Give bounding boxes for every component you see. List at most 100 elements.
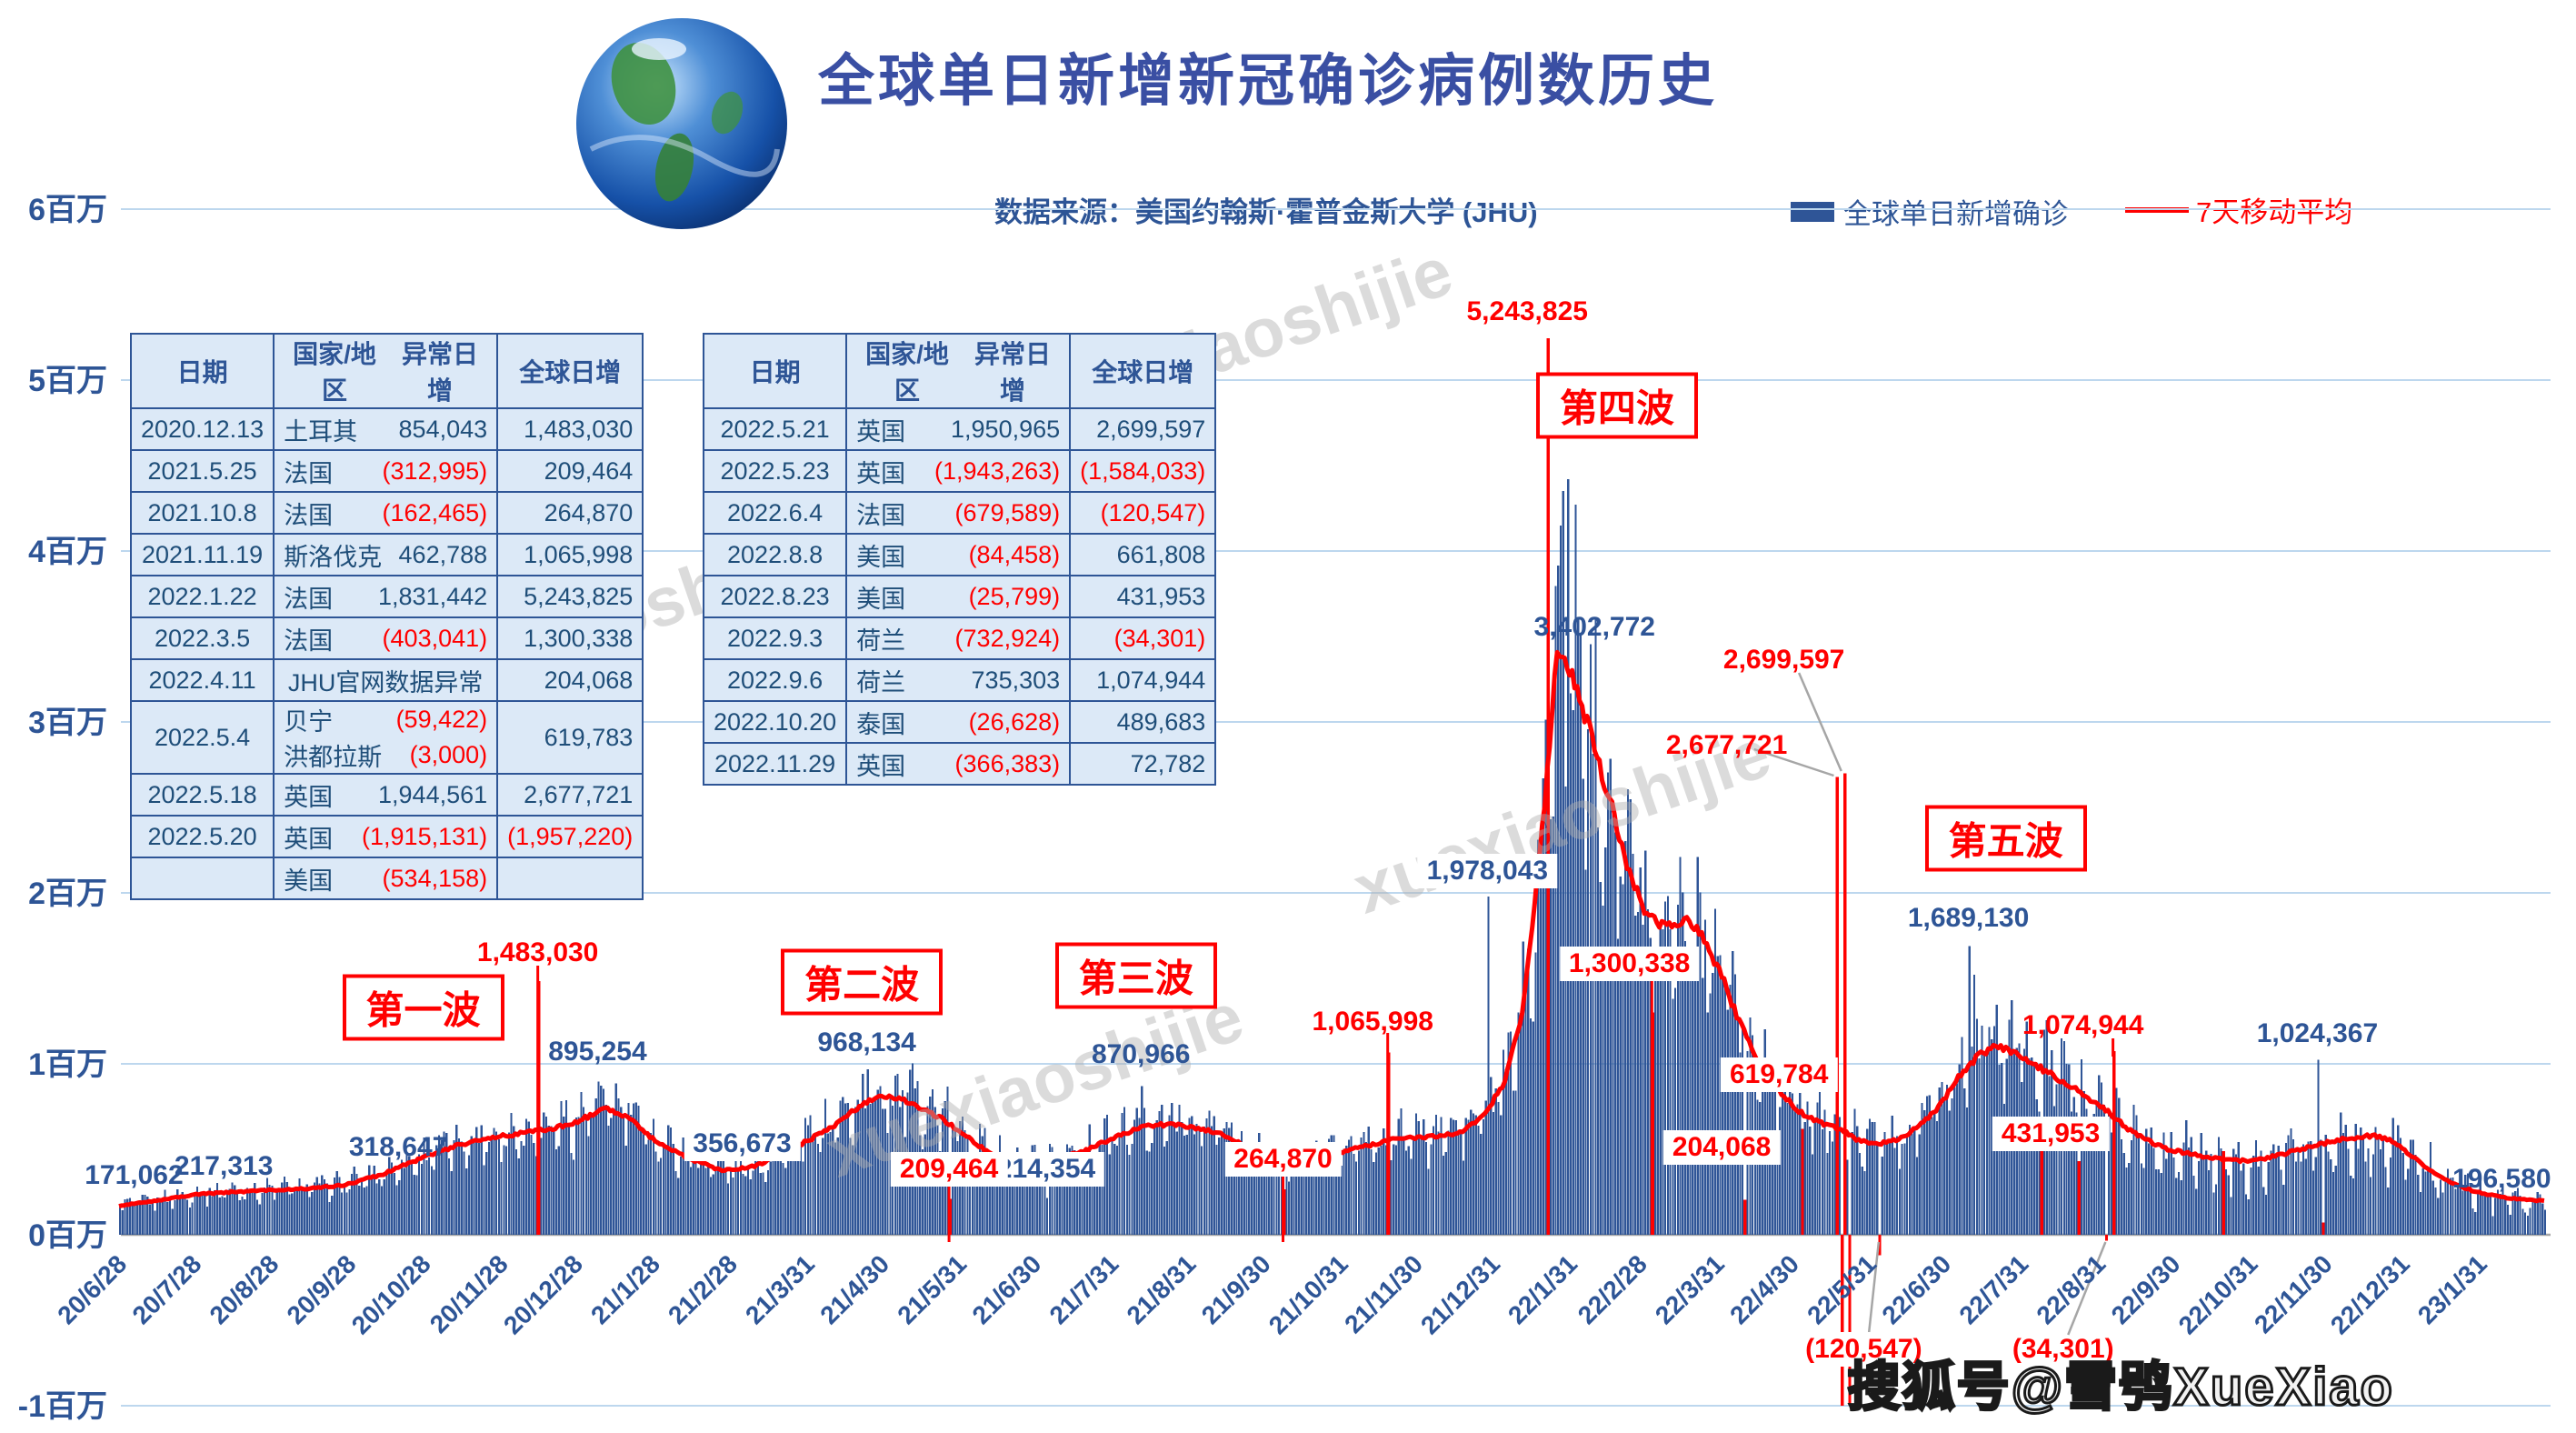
value-annotation: 619,784 [1720, 1057, 1838, 1092]
cell-date: 2022.5.4 [129, 700, 275, 775]
x-axis-label: 22/9/30 [2106, 1249, 2186, 1329]
cell-abnormal: (312,995) [382, 456, 488, 485]
cell-date: 2021.10.8 [129, 491, 275, 535]
cell-region-abnormal: 英国 1,944,561 [273, 773, 499, 817]
col-header-date: 日期 [702, 333, 848, 409]
value-annotation: 1,483,030 [476, 937, 599, 967]
wave-label: 第一波 [342, 974, 504, 1041]
cell-region: 英国 [856, 459, 906, 487]
cell-region-abnormal: 泰国 (26,628) [845, 700, 1072, 744]
legend-bars-label: 全球单日新增确诊 [1843, 198, 2069, 230]
table-row: 2022.9.6 荷兰 735,303 1,074,944 [702, 658, 1217, 702]
value-annotation: 431,953 [1992, 1117, 2110, 1151]
x-axis-label: 23/1/31 [2412, 1249, 2492, 1329]
cell-abnormal: 1,950,965 [951, 415, 1061, 443]
table-row: 2022.8.23 美国 (25,799) 431,953 [702, 575, 1217, 618]
cell-date: 2021.11.19 [129, 533, 275, 576]
cell-global: 431,953 [1069, 575, 1217, 618]
page-title: 全球单日新增新冠确诊病例数历史 [818, 50, 1719, 113]
y-axis-label: 6百万 [28, 193, 107, 227]
cell-region: 洪都拉斯 [284, 744, 383, 771]
cell-region: 法国 [856, 501, 906, 529]
cell-date: 2022.5.21 [702, 407, 848, 451]
y-axis-label: -1百万 [18, 1389, 107, 1424]
value-annotation: 870,966 [1091, 1039, 1191, 1069]
value-annotation: 318,647 [348, 1132, 448, 1162]
x-axis-label: 20/7/28 [127, 1249, 207, 1329]
cell-region-abnormal: 贝宁 (59,422) 洪都拉斯 (3,000) [273, 700, 499, 775]
cell-region: 英国 [284, 825, 334, 853]
value-annotation: 196,580 [2452, 1164, 2551, 1194]
x-axis-label: 21/7/31 [1044, 1249, 1124, 1329]
cell-region-abnormal: 法国 (162,465) [273, 491, 499, 535]
cell-date: 2022.8.8 [702, 533, 848, 576]
x-axis-label: 20/12/28 [498, 1249, 588, 1339]
y-axis-label: 3百万 [28, 706, 107, 740]
cell-global: 2,699,597 [1069, 407, 1217, 451]
cell-abnormal: (84,458) [968, 540, 1061, 568]
cell-date: 2022.5.18 [129, 773, 275, 817]
cell-region-abnormal: 荷兰 735,303 [845, 658, 1072, 702]
cell-region-abnormal: 荷兰 (732,924) [845, 616, 1072, 660]
y-axis-label: 4百万 [28, 535, 107, 569]
cell-global: 489,683 [1069, 700, 1217, 744]
x-axis-label: 21/2/28 [663, 1249, 743, 1329]
x-axis-label: 22/8/31 [2031, 1249, 2111, 1329]
cell-region-abnormal: 美国 (84,458) [845, 533, 1072, 576]
cell-global: 209,464 [496, 449, 644, 493]
cell-abnormal: 462,788 [398, 540, 488, 568]
value-annotation: 217,313 [174, 1151, 274, 1181]
value-annotation: 264,870 [1224, 1142, 1342, 1177]
anomaly-bar [2321, 1222, 2325, 1235]
x-axis-label: 22/1/31 [1503, 1249, 1583, 1329]
table-row: 2022.5.18 英国 1,944,561 2,677,721 [129, 773, 644, 817]
x-axis-label: 21/8/31 [1122, 1249, 1202, 1329]
cell-abnormal: (679,589) [954, 498, 1061, 526]
table-row: 2022.11.29 英国 (366,383) 72,782 [702, 742, 1217, 786]
cell-abnormal: (366,383) [954, 749, 1061, 777]
anomaly-bar [2112, 1050, 2116, 1235]
table-row: 2022.8.8 美国 (84,458) 661,808 [702, 533, 1217, 576]
cell-region-abnormal: 土耳其 854,043 [273, 407, 499, 451]
col-header-global: 全球日增 [496, 333, 644, 409]
x-axis-label: 21/1/28 [585, 1249, 665, 1329]
cell-region-abnormal: 英国 (366,383) [845, 742, 1072, 786]
cell-region: 斯洛伐克 [284, 543, 383, 571]
cell-global: (120,547) [1069, 491, 1217, 535]
cell-region: 英国 [284, 783, 334, 811]
anomaly-bar [2104, 1235, 2109, 1241]
cell-global: 1,300,338 [496, 616, 644, 660]
cell-region: 美国 [284, 867, 334, 895]
table-row: 2021.10.8 法国 (162,465) 264,870 [129, 491, 644, 535]
cell-region-abnormal: 法国 1,831,442 [273, 575, 499, 618]
anomaly-bar [2040, 1121, 2043, 1235]
cell-abnormal: (403,041) [382, 624, 488, 652]
x-axis-label: 20/10/28 [346, 1249, 436, 1339]
cell-date: 2022.1.22 [129, 575, 275, 618]
leader-line [1753, 747, 1834, 777]
cell-date: 2022.4.11 [129, 658, 275, 702]
value-annotation: (34,301) [2012, 1334, 2114, 1364]
cell-abnormal: (26,628) [968, 707, 1061, 736]
anomaly-table-2: 日期 国家/地区 异常日增 全球日增 2022.5.21 英国 1,950,965 2,699… [702, 333, 1217, 786]
cell-region-abnormal: 法国 (312,995) [273, 449, 499, 493]
value-annotation: 3,402,772 [1533, 612, 1655, 642]
anomaly-bar [1835, 777, 1840, 1235]
cell-region-abnormal: 美国 (25,799) [845, 575, 1072, 618]
cell-abnormal: 854,043 [398, 415, 488, 443]
value-annotation: 1,065,998 [1312, 1007, 1433, 1037]
cell-date: 2022.5.20 [129, 815, 275, 858]
x-axis-label: 21/5/31 [892, 1249, 972, 1329]
x-axis-label: 21/3/31 [740, 1249, 820, 1329]
cell-global: 264,870 [496, 491, 644, 535]
cell-global: (34,301) [1069, 616, 1217, 660]
x-axis-label: 20/8/28 [205, 1249, 285, 1329]
x-axis-label: 21/9/30 [1196, 1249, 1276, 1329]
table-row: 美国 (534,158) [129, 857, 644, 900]
table-row: 2022.4.11 JHU官网数据异常 204,068 [129, 658, 644, 702]
cell-region: 土耳其 [284, 417, 358, 446]
cell-global: 1,483,030 [496, 407, 644, 451]
table-row: 2021.11.19 斯洛伐克 462,788 1,065,998 [129, 533, 644, 576]
